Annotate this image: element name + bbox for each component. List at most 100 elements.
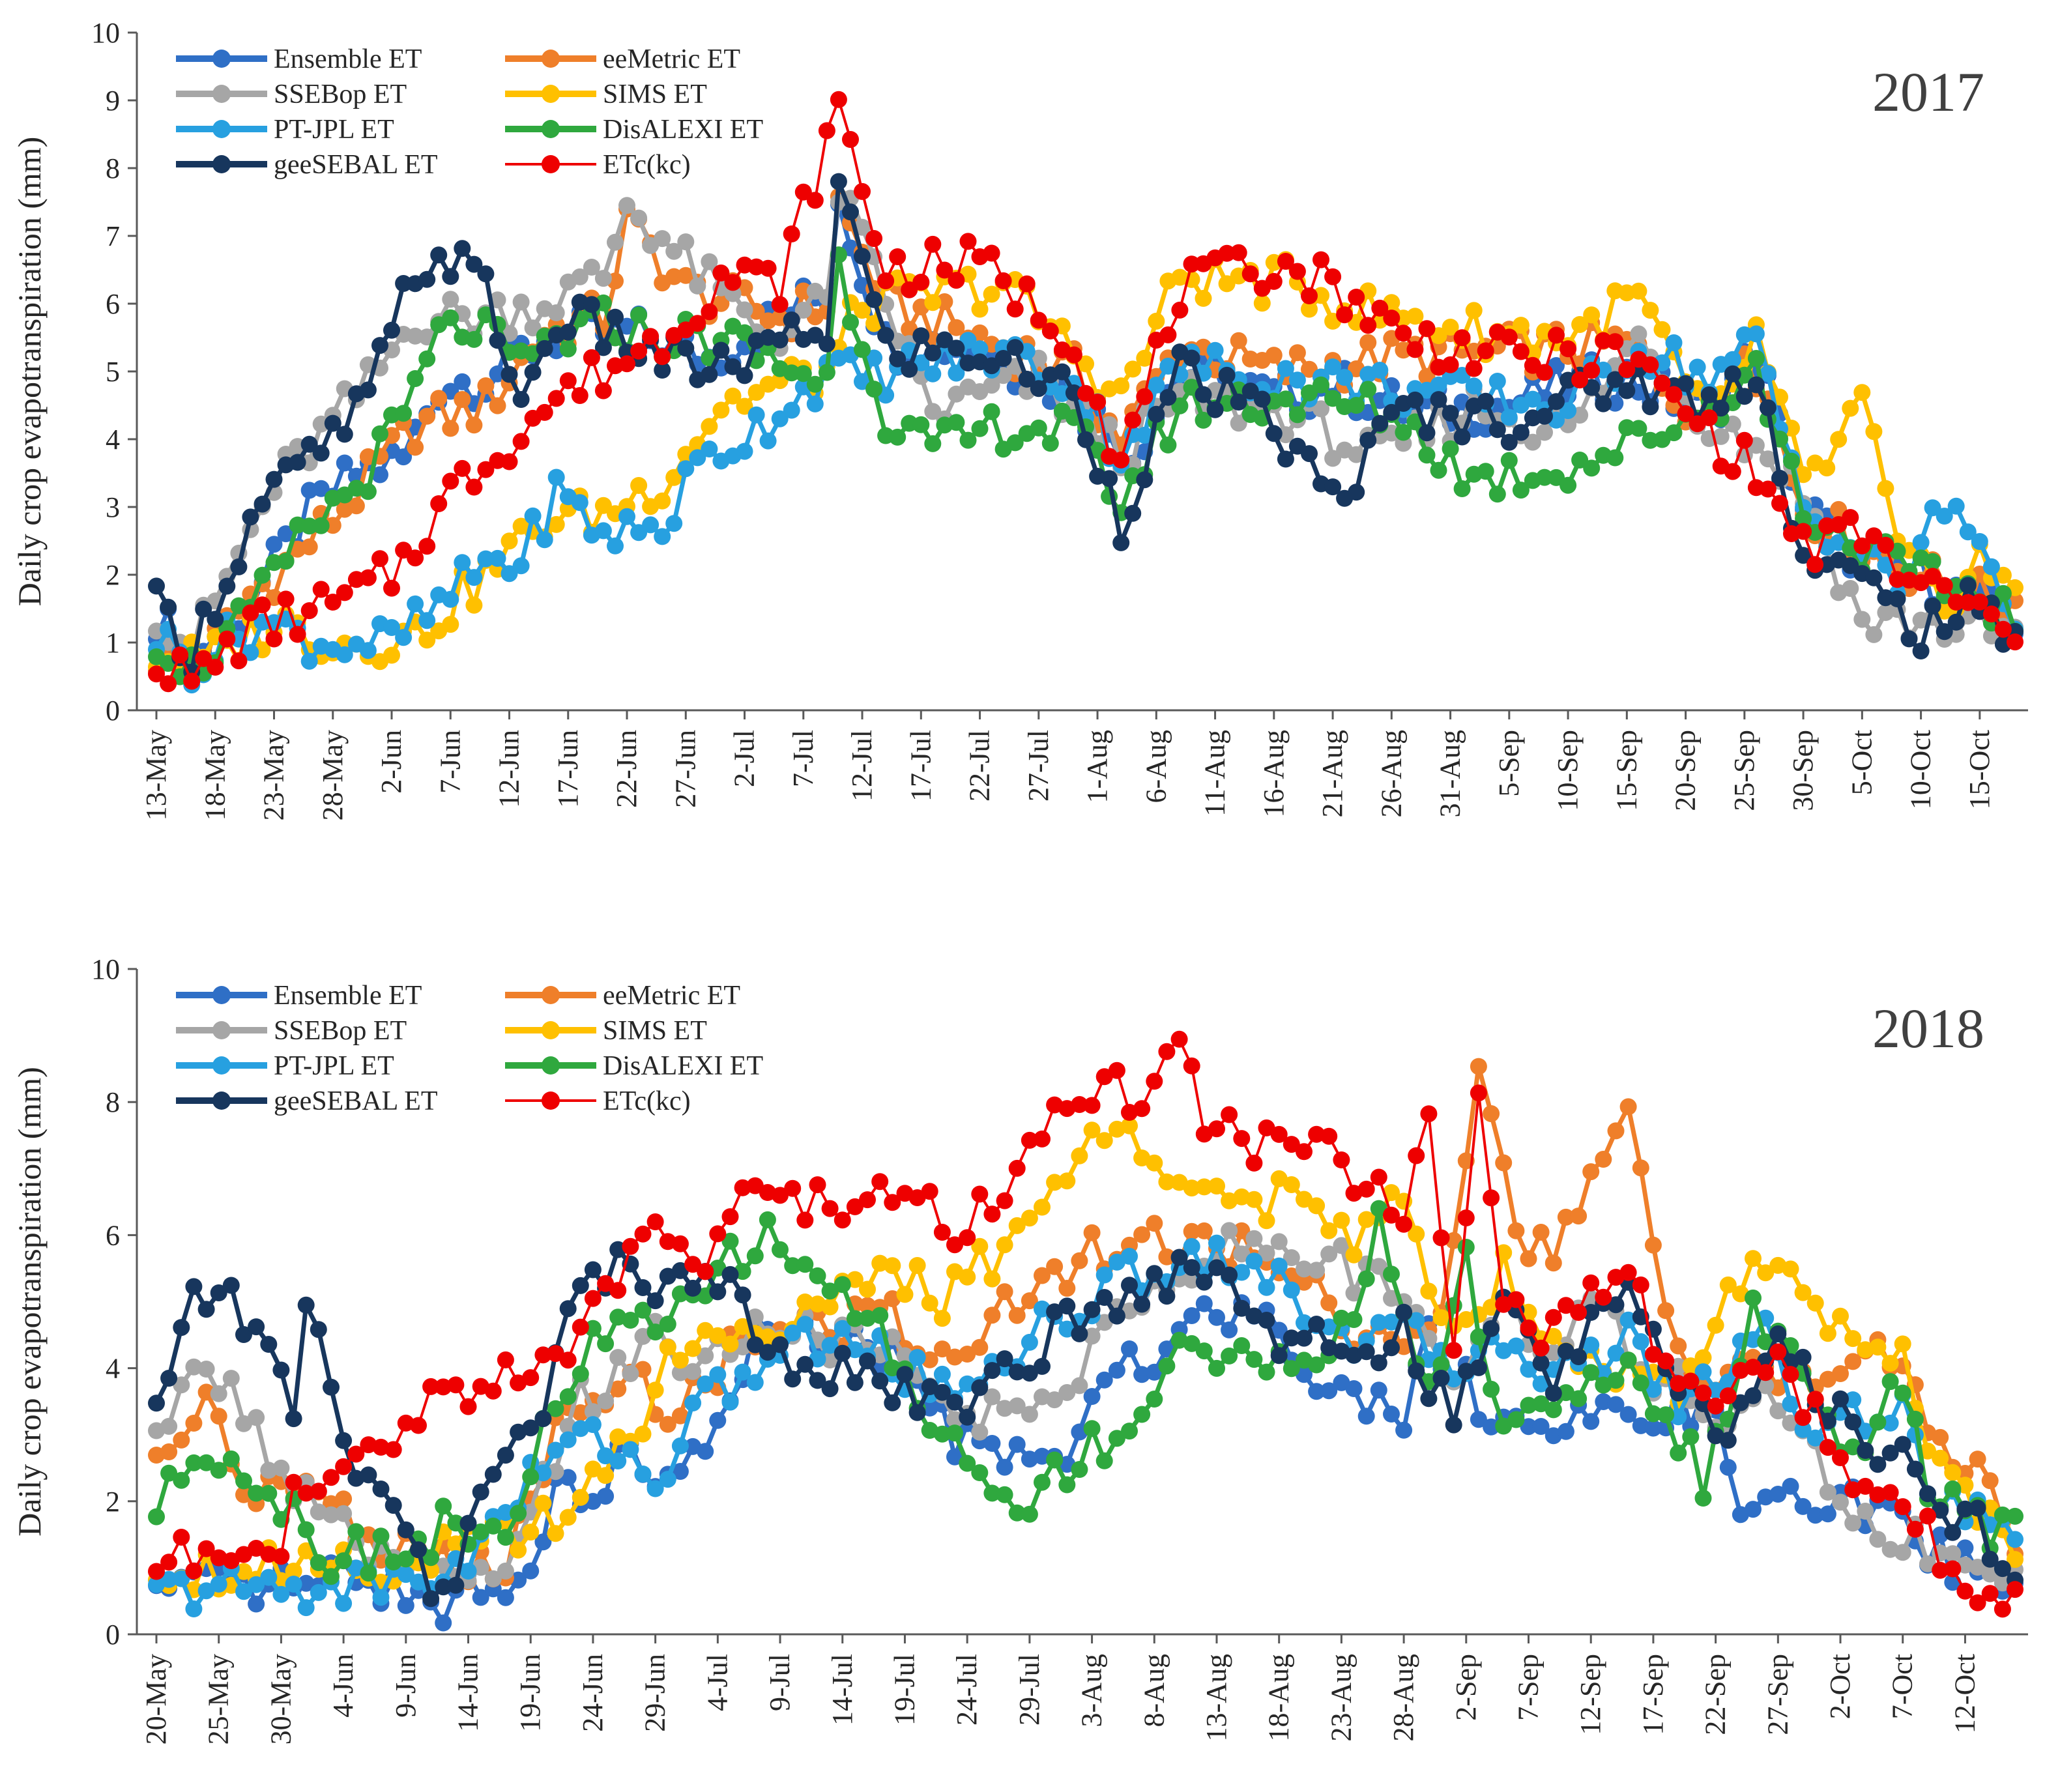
data-point: [854, 182, 871, 200]
data-point: [454, 240, 471, 257]
data-point: [459, 1514, 477, 1532]
data-point: [1301, 445, 1318, 463]
data-point: [1694, 1490, 1712, 1507]
legend-label-disalexi: DisALEXI ET: [603, 115, 763, 145]
data-point: [1853, 384, 1871, 401]
data-point: [397, 1550, 414, 1568]
data-point: [1370, 1354, 1387, 1372]
data-point: [510, 1505, 527, 1522]
data-point: [796, 1293, 814, 1310]
data-point: [1512, 424, 1530, 441]
data-point: [1724, 365, 1741, 383]
data-point: [634, 1425, 652, 1443]
data-point: [435, 1578, 452, 1596]
data-point: [1759, 450, 1777, 468]
data-point: [671, 1437, 689, 1454]
data-point: [1383, 1184, 1400, 1202]
data-point: [1707, 1316, 1724, 1334]
data-point: [1869, 1456, 1887, 1473]
data-point: [1208, 1178, 1225, 1195]
data-point: [160, 675, 177, 693]
data-point: [1520, 1319, 1537, 1337]
data-point: [1442, 405, 1459, 422]
data-point: [397, 1521, 414, 1539]
data-point: [1071, 1252, 1088, 1269]
data-point: [1894, 1436, 1911, 1453]
x-tick-label: 2-Jul: [729, 730, 761, 787]
x-tick-label: 22-Sep: [1700, 1654, 1732, 1735]
data-point: [1395, 1421, 1413, 1439]
data-point: [1582, 1364, 1600, 1381]
data-point: [709, 1327, 727, 1344]
legend-label-sims: SIMS ET: [603, 79, 707, 109]
data-point: [160, 1464, 178, 1482]
data-point: [1665, 386, 1683, 403]
data-point: [1583, 459, 1601, 477]
data-point: [936, 261, 953, 279]
data-point: [1270, 1233, 1288, 1250]
data-point: [1308, 1262, 1326, 1279]
data-point: [1008, 1397, 1026, 1415]
data-point: [948, 319, 965, 336]
data-point: [1759, 399, 1777, 416]
data-point: [1221, 1106, 1238, 1123]
data-point: [1245, 1191, 1263, 1208]
data-point: [1745, 1331, 1762, 1348]
data-point: [1630, 420, 1647, 437]
data-point: [210, 1408, 227, 1425]
data-point: [1924, 568, 1941, 585]
data-point: [1159, 436, 1177, 454]
data-point: [1183, 1335, 1200, 1352]
data-point: [659, 1338, 676, 1356]
data-point: [846, 1374, 863, 1391]
data-point: [1348, 484, 1365, 501]
data-point: [1956, 1465, 1974, 1482]
data-point: [210, 1385, 227, 1402]
data-point: [383, 646, 400, 664]
data-point: [794, 183, 812, 201]
data-point: [646, 1480, 664, 1497]
data-point: [195, 600, 212, 618]
data-point: [654, 230, 671, 248]
data-point: [1348, 289, 1365, 306]
data-point: [312, 517, 330, 534]
data-point: [1557, 1384, 1574, 1402]
data-point: [197, 1301, 215, 1318]
data-point: [1894, 1544, 1911, 1561]
legend-marker-ptjpl: [212, 120, 231, 138]
data-point: [1034, 1198, 1051, 1216]
data-point: [1470, 1359, 1487, 1376]
data-point: [584, 1320, 602, 1337]
data-point: [948, 340, 965, 357]
data-point: [1430, 376, 1447, 394]
data-point: [397, 1566, 414, 1583]
data-point: [310, 1482, 327, 1500]
data-point: [185, 1278, 203, 1295]
data-point: [335, 1432, 353, 1449]
data-point: [1008, 1436, 1026, 1453]
data-point: [1607, 1372, 1625, 1389]
data-point: [1819, 1505, 1836, 1523]
data-point: [1969, 1559, 1986, 1576]
data-point: [1230, 394, 1247, 411]
data-point: [921, 1294, 938, 1312]
data-point: [1258, 1312, 1275, 1329]
data-point: [1283, 1329, 1300, 1347]
data-point: [654, 348, 671, 366]
data-point: [784, 1324, 802, 1342]
data-point: [272, 1585, 290, 1603]
data-point: [1507, 1222, 1525, 1239]
data-point: [1559, 476, 1577, 494]
data-point: [607, 537, 624, 555]
data-point: [1632, 1374, 1649, 1392]
data-point: [721, 1208, 739, 1226]
data-point: [422, 1590, 440, 1608]
data-point: [1745, 1250, 1762, 1267]
data-point: [2007, 1531, 2023, 1548]
data-point: [323, 1378, 340, 1396]
data-point: [500, 453, 518, 470]
data-point: [971, 420, 989, 437]
data-point: [1819, 1412, 1836, 1430]
data-point: [1195, 1178, 1213, 1196]
data-point: [572, 1488, 589, 1506]
